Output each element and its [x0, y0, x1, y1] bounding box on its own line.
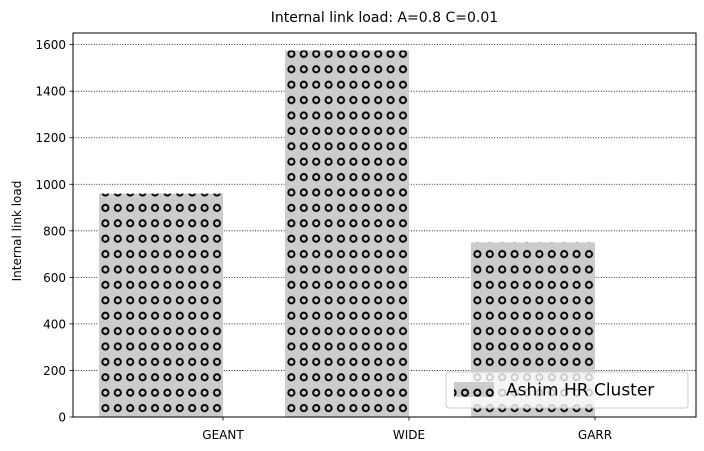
- legend-swatch: [454, 382, 494, 397]
- plot-frame: [72, 32, 697, 418]
- legend-label: Ashim HR Cluster: [506, 381, 654, 401]
- y-tick-label: 1600: [35, 38, 66, 52]
- y-tick-label: 400: [43, 317, 66, 331]
- bar-geant: [99, 193, 223, 417]
- y-tick-label: 0: [58, 411, 66, 425]
- x-tick-label: GEANT: [202, 428, 244, 442]
- chart-title: Internal link load: A=0.8 C=0.01: [271, 10, 498, 26]
- y-tick-label: 1000: [35, 178, 66, 192]
- y-tick-label: 200: [43, 364, 66, 378]
- legend-frame: [445, 371, 689, 409]
- legend: Ashim HR Cluster: [445, 371, 689, 409]
- y-tick-label: 1400: [35, 85, 66, 99]
- y-tick-label: 600: [43, 271, 66, 285]
- y-axis-label: Internal link load: [10, 181, 24, 282]
- bar-wide: [285, 50, 409, 418]
- x-tick-label: WIDE: [393, 428, 425, 442]
- y-tick-label: 1200: [35, 131, 66, 145]
- y-tick-label: 800: [43, 224, 66, 238]
- x-tick-label: GARR: [578, 428, 612, 442]
